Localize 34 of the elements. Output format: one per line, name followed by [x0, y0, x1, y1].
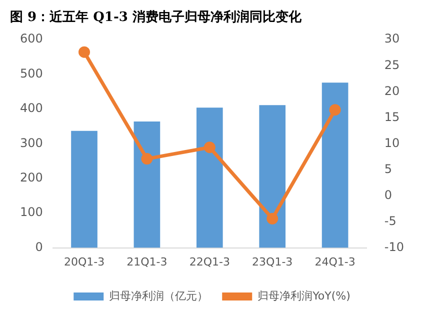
x-tick-label: 20Q1-3	[64, 255, 105, 268]
point	[266, 212, 278, 224]
y2-tick-label: 0	[384, 188, 392, 202]
point	[204, 142, 216, 154]
x-tick-label: 22Q1-3	[189, 255, 230, 268]
bar	[134, 121, 160, 248]
y-tick-label: 0	[35, 240, 43, 254]
y2-tick-label: 30	[384, 32, 400, 46]
point	[78, 46, 90, 58]
legend-label: 归母净利润YoY(%)	[258, 289, 350, 302]
y-tick-label: 500	[20, 66, 43, 80]
y-tick-label: 100	[20, 205, 43, 220]
bar	[71, 130, 98, 248]
y2-tick-label: -10	[384, 240, 404, 254]
y2-tick-label: 15	[384, 110, 400, 124]
y2-tick-label: 5	[384, 162, 392, 176]
y2-tick-label: 10	[384, 136, 400, 150]
y2-tick-label: 25	[384, 58, 400, 72]
y-tick-label: 300	[20, 136, 43, 150]
bar	[322, 82, 348, 248]
x-tick-label: 23Q1-3	[252, 255, 293, 268]
chart-title: 图 9：近五年 Q1-3 消费电子归母净利润同比变化	[10, 9, 302, 26]
y-tick-label: 200	[20, 170, 43, 185]
y-tick-label: 400	[20, 101, 43, 116]
point	[141, 153, 153, 165]
legend-label: 归母净利润（亿元）	[109, 289, 208, 302]
bar	[259, 105, 286, 248]
y-tick-label: 600	[20, 32, 43, 46]
point	[329, 104, 341, 116]
x-tick-label: 24Q1-3	[314, 255, 356, 268]
x-tick-label: 21Q1-3	[126, 255, 168, 268]
y2-tick-label: 20	[384, 84, 400, 98]
bar	[196, 108, 223, 248]
y2-tick-label: -5	[384, 214, 396, 228]
